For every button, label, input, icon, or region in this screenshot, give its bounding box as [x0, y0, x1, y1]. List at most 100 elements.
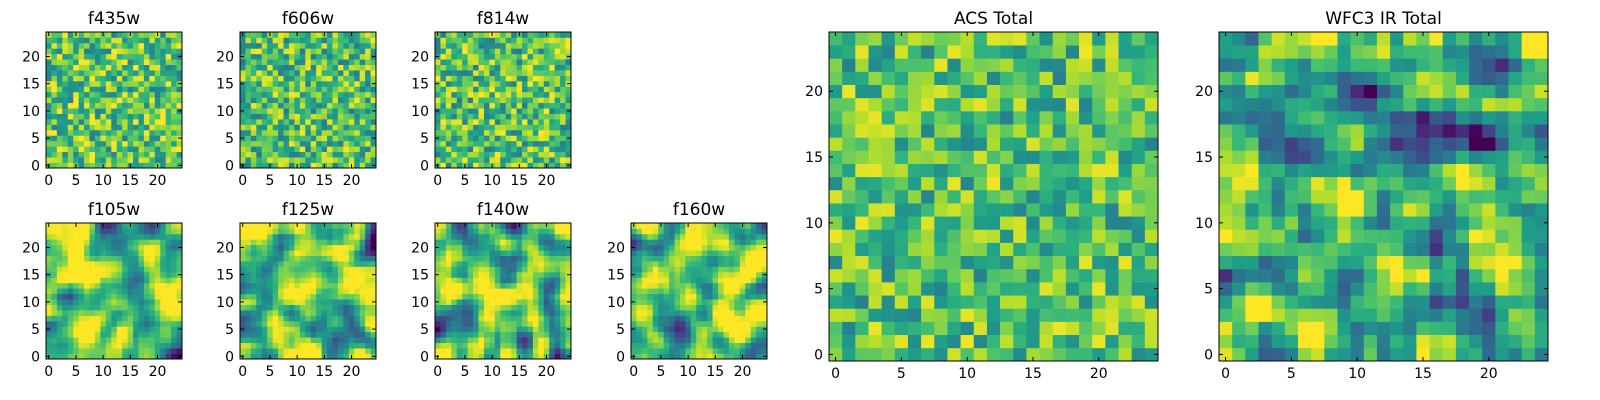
heatmap-cell: [473, 223, 479, 229]
heatmap-cell: [652, 320, 659, 327]
heatmap-cell: [718, 353, 724, 360]
heatmap-cell: [51, 42, 58, 49]
heatmap-cell: [116, 348, 123, 354]
heatmap-cell: [348, 102, 355, 109]
heatmap-cell: [116, 32, 123, 38]
heatmap-cell: [445, 223, 452, 229]
heatmap-cell: [636, 342, 643, 349]
heatmap-cell: [505, 37, 512, 44]
heatmap-cell: [532, 140, 539, 147]
heatmap-cell: [337, 348, 344, 354]
heatmap-cell: [354, 244, 361, 251]
heatmap-cell: [370, 86, 377, 93]
heatmap-cell: [494, 310, 501, 316]
heatmap-cell: [723, 337, 730, 344]
heatmap-cell: [89, 75, 96, 82]
heatmap-cell: [674, 228, 681, 235]
heatmap-cell: [756, 320, 762, 327]
heatmap-cell: [554, 129, 561, 136]
heatmap-cell: [1092, 347, 1106, 362]
heatmap-cell: [288, 97, 295, 104]
heatmap-cell: [894, 163, 909, 178]
heatmap-cell: [505, 348, 512, 354]
heatmap-cell: [516, 337, 523, 344]
heatmap-cell: [171, 315, 177, 322]
heatmap-cell: [745, 255, 752, 262]
heatmap-cell: [73, 129, 79, 136]
heatmap-cell: [631, 348, 637, 354]
heatmap-cell: [127, 80, 134, 87]
heatmap-cell: [685, 310, 692, 316]
heatmap-cell: [527, 228, 534, 235]
heatmap-cell: [456, 233, 463, 240]
heatmap-cell: [663, 320, 670, 327]
heatmap-cell: [467, 288, 474, 295]
heatmap-cell: [133, 59, 139, 65]
heatmap-cell: [354, 146, 361, 153]
heatmap-cell: [947, 255, 961, 270]
heatmap-cell: [554, 135, 561, 142]
heatmap-cell: [305, 135, 312, 142]
heatmap-cell: [445, 331, 452, 338]
heatmap-cell: [122, 310, 128, 316]
heatmap-cell: [56, 228, 63, 235]
heatmap-cell: [728, 266, 735, 273]
heatmap-cell: [51, 250, 58, 256]
heatmap-cell: [359, 146, 366, 153]
heatmap-cell: [51, 135, 58, 142]
heatmap-cell: [365, 80, 371, 87]
heatmap-cell: [549, 331, 556, 338]
heatmap-cell: [516, 80, 523, 87]
heatmap-cell: [100, 310, 107, 316]
heatmap-cell: [560, 348, 566, 354]
heatmap-cell: [288, 151, 295, 158]
heatmap-cell: [46, 102, 52, 109]
heatmap-cell: [138, 75, 145, 82]
heatmap-cell: [154, 59, 161, 65]
heatmap-cell: [723, 288, 730, 295]
heatmap-cell: [46, 320, 52, 327]
heatmap-cell: [250, 288, 257, 295]
heatmap-cell: [641, 299, 648, 305]
heatmap-cell: [554, 277, 561, 284]
heatmap-cell: [332, 157, 339, 163]
heatmap-cell: [111, 48, 118, 55]
heatmap-cell: [494, 326, 501, 333]
heatmap-cell: [171, 299, 177, 305]
heatmap-cell: [294, 255, 301, 262]
heatmap-cell: [560, 70, 566, 76]
heatmap-cell: [143, 293, 150, 300]
heatmap-cell: [489, 233, 496, 240]
heatmap-cell: [332, 288, 339, 295]
heatmap-cell: [73, 80, 79, 87]
heatmap-cell: [467, 48, 474, 55]
heatmap-cell: [84, 162, 90, 169]
heatmap-cell: [67, 32, 74, 38]
heatmap-cell: [1131, 347, 1146, 362]
heatmap-cell: [440, 277, 447, 284]
heatmap-cell: [171, 331, 177, 338]
heatmap-cell: [78, 304, 85, 311]
heatmap-cell: [73, 75, 79, 82]
heatmap-cell: [310, 266, 317, 273]
heatmap-cell: [154, 75, 161, 82]
heatmap-cell: [73, 113, 79, 120]
heatmap-cell: [348, 91, 355, 98]
heatmap-cell: [723, 310, 730, 316]
heatmap-cell: [631, 266, 637, 273]
heatmap-cell: [745, 326, 752, 333]
heatmap-cell: [122, 113, 128, 120]
heatmap-cell: [522, 48, 528, 55]
heatmap-cell: [321, 135, 328, 142]
heatmap-cell: [690, 261, 697, 267]
heatmap-cell: [1026, 268, 1040, 283]
heatmap-cell: [1013, 216, 1027, 230]
heatmap-cell: [73, 337, 79, 344]
heatmap-cell: [494, 75, 501, 82]
heatmap-cell: [565, 261, 572, 267]
x-tick-label: 20: [149, 173, 167, 189]
heatmap-cell: [256, 48, 263, 55]
heatmap-cell: [370, 59, 377, 65]
heatmap-cell: [538, 277, 545, 284]
heatmap-cell: [154, 124, 161, 131]
